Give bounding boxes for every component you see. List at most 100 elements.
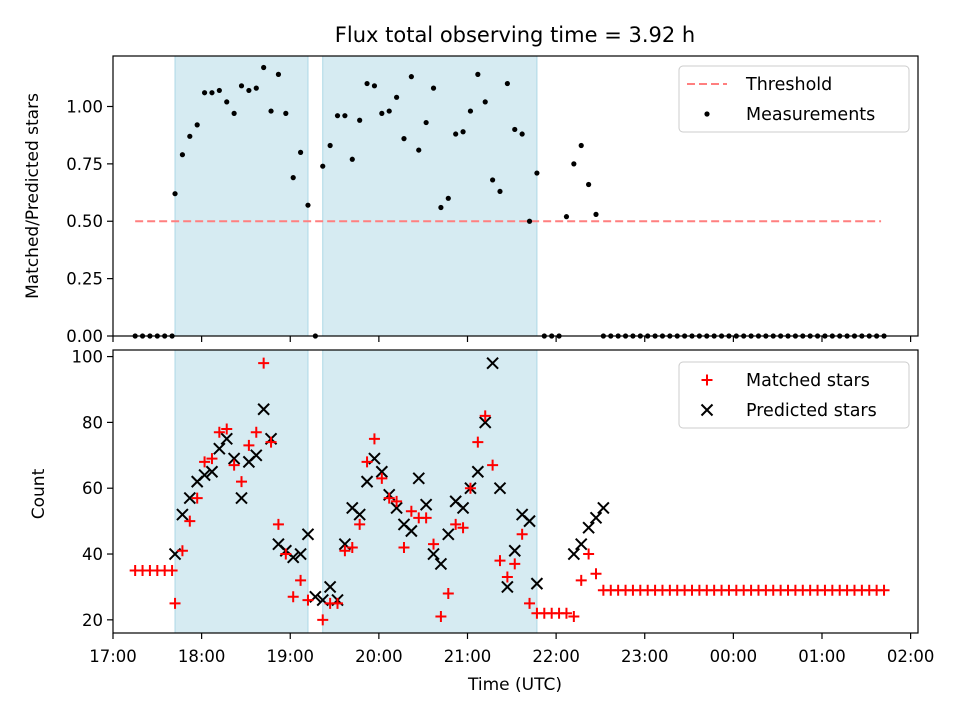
shaded-interval bbox=[174, 55, 309, 337]
measurement-point bbox=[172, 191, 178, 197]
matched-star-point bbox=[583, 548, 595, 560]
matched-star-point bbox=[391, 495, 403, 507]
measurement-point bbox=[224, 99, 230, 105]
matched-star-point bbox=[479, 410, 491, 422]
measurement-point bbox=[305, 202, 311, 208]
matched-star-point bbox=[560, 607, 572, 619]
matched-star-point bbox=[280, 548, 292, 560]
matched-star-point bbox=[457, 522, 469, 534]
measurement-point bbox=[460, 129, 466, 135]
matched-star-point bbox=[191, 492, 203, 504]
y-tick-label: 0.50 bbox=[66, 212, 103, 231]
measurement-point bbox=[209, 90, 215, 96]
legend-label: Predicted stars bbox=[746, 401, 877, 421]
legend-box bbox=[678, 65, 910, 133]
matched-star-point bbox=[287, 591, 299, 603]
bottom-y-axis-label: Count bbox=[29, 468, 49, 519]
measurement-point bbox=[297, 149, 304, 155]
measurement-point bbox=[253, 85, 259, 91]
matched-star-point bbox=[383, 492, 395, 504]
predicted-star-point bbox=[235, 491, 248, 505]
top-x-ticks bbox=[112, 336, 912, 342]
predicted-star-point bbox=[375, 465, 389, 478]
x-tick-label: 20:00 bbox=[355, 647, 403, 666]
predicted-star-point bbox=[198, 468, 211, 482]
measurement-point bbox=[586, 181, 592, 188]
predicted-stars-points bbox=[168, 356, 610, 607]
predicted-star-point bbox=[575, 537, 588, 551]
predicted-star-point bbox=[183, 491, 197, 505]
y-tick-label: 0.25 bbox=[66, 270, 103, 289]
measurement-point bbox=[268, 108, 274, 114]
x-axis-label: Time (UTC) bbox=[467, 675, 562, 695]
x-tick-label: 01:00 bbox=[798, 647, 846, 666]
measurement-point bbox=[371, 83, 378, 89]
y-tick-label: 0.00 bbox=[66, 327, 103, 346]
measurement-point bbox=[467, 108, 474, 114]
matched-star-point bbox=[213, 426, 225, 438]
matched-star-point bbox=[250, 426, 262, 438]
matched-star-point bbox=[428, 538, 440, 550]
x-tick-label: 19:00 bbox=[266, 647, 314, 666]
legend-label: Measurements bbox=[746, 105, 875, 125]
y-tick-label: 20 bbox=[82, 611, 103, 630]
predicted-star-point bbox=[530, 577, 544, 590]
matched-star-point bbox=[464, 482, 476, 494]
matched-star-point bbox=[339, 545, 351, 557]
matched-star-point bbox=[317, 614, 329, 626]
measurement-point bbox=[246, 87, 252, 94]
measurement-point bbox=[423, 119, 429, 126]
x-tick-label: 17:00 bbox=[89, 647, 137, 666]
predicted-star-point bbox=[589, 511, 603, 525]
measurement-point bbox=[430, 85, 437, 91]
predicted-star-point bbox=[486, 356, 499, 370]
measurement-point bbox=[290, 175, 296, 181]
measurement-point bbox=[445, 195, 451, 201]
y-tick-label: 100 bbox=[72, 348, 104, 367]
matched-star-point bbox=[272, 518, 284, 530]
legend-box bbox=[678, 361, 910, 429]
measurement-point bbox=[475, 71, 481, 77]
matched-star-point bbox=[176, 545, 188, 557]
predicted-star-point bbox=[176, 508, 189, 521]
y-tick-label: 80 bbox=[82, 413, 103, 432]
predicted-star-point bbox=[419, 498, 433, 511]
matched-star-point bbox=[501, 571, 513, 583]
matched-star-point bbox=[166, 564, 178, 576]
x-tick-label: 02:00 bbox=[887, 647, 935, 666]
measurement-point bbox=[416, 147, 422, 153]
measurement-point bbox=[179, 152, 186, 158]
predicted-star-point bbox=[479, 416, 492, 429]
measurement-point bbox=[238, 83, 245, 89]
bottom-y-ticks: 20 40 60 80 100 bbox=[72, 348, 113, 630]
predicted-star-point bbox=[213, 442, 226, 455]
matched-star-point bbox=[368, 433, 380, 445]
measurement-point bbox=[393, 94, 400, 100]
predicted-star-point bbox=[412, 472, 425, 485]
measurement-point bbox=[408, 74, 414, 80]
bottom-x-ticks: 17:00 18:00 19:00 20:00 21:00 22:00 23:00 00:00… bbox=[89, 633, 934, 666]
measurement-point bbox=[261, 64, 267, 71]
matched-star-point bbox=[509, 558, 521, 570]
predicted-star-point bbox=[582, 521, 595, 534]
matched-star-point bbox=[332, 597, 344, 609]
matched-star-point bbox=[524, 597, 536, 609]
predicted-star-point bbox=[405, 524, 418, 538]
matched-star-point bbox=[361, 456, 373, 468]
measurement-point bbox=[334, 113, 341, 119]
measurement-point bbox=[401, 136, 407, 142]
matched-star-point bbox=[435, 611, 447, 623]
matched-star-point bbox=[169, 597, 181, 609]
predicted-star-point bbox=[456, 501, 470, 515]
measurement-point bbox=[571, 161, 577, 167]
measurement-point bbox=[519, 131, 525, 137]
measurement-point bbox=[504, 80, 510, 87]
predicted-star-point bbox=[205, 465, 219, 478]
top-y-axis-label: Matched/Predicted stars bbox=[23, 93, 43, 299]
matched-star-point bbox=[206, 453, 218, 465]
measurement-point bbox=[201, 90, 208, 96]
legend-measurement-swatch bbox=[704, 111, 710, 117]
matched-star-point bbox=[398, 541, 410, 553]
y-tick-label: 40 bbox=[82, 545, 103, 564]
